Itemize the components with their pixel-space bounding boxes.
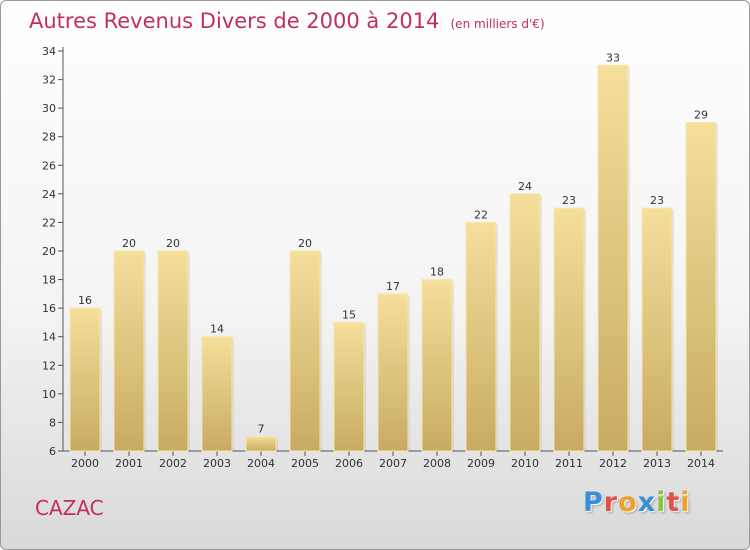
data-label: 29 — [694, 108, 708, 121]
x-tick-label: 2011 — [555, 457, 583, 470]
y-tick-label: 30 — [42, 102, 56, 115]
logo-letter: t — [666, 487, 681, 518]
bar-2013 — [641, 207, 673, 452]
y-tick-label: 24 — [42, 188, 56, 201]
x-tick-label: 2001 — [115, 457, 143, 470]
y-tick-label: 6 — [49, 445, 56, 458]
bar-2003 — [201, 336, 233, 452]
data-label: 20 — [298, 237, 312, 250]
data-label: 23 — [562, 194, 576, 207]
data-label: 14 — [210, 323, 224, 336]
data-label: 18 — [430, 266, 444, 279]
logo-letter: P — [583, 487, 604, 518]
y-tick-label: 28 — [42, 131, 56, 144]
logo-letter: o — [618, 487, 638, 518]
y-tick-label: 18 — [42, 274, 56, 287]
x-tick-label: 2010 — [511, 457, 539, 470]
bar-2004 — [245, 436, 277, 452]
data-label: 23 — [650, 194, 664, 207]
bar-2001 — [113, 250, 145, 452]
data-label: 16 — [78, 294, 92, 307]
data-label: 24 — [518, 180, 532, 193]
bar-2011 — [553, 207, 585, 452]
bar-2009 — [465, 221, 497, 452]
y-tick-label: 32 — [42, 74, 56, 87]
data-label: 15 — [342, 308, 356, 321]
x-tick-label: 2000 — [71, 457, 99, 470]
data-label: 7 — [258, 423, 265, 436]
x-tick-label: 2013 — [643, 457, 671, 470]
title-block: Autres Revenus Divers de 2000 à 2014 (en… — [29, 9, 545, 33]
y-tick-label: 10 — [42, 388, 56, 401]
x-tick-label: 2003 — [203, 457, 231, 470]
bar-2008 — [421, 279, 453, 452]
y-tick-label: 20 — [42, 245, 56, 258]
logo-letter: r — [603, 487, 619, 518]
bar-2012 — [597, 64, 629, 452]
bar-2006 — [333, 321, 365, 452]
x-tick-label: 2012 — [599, 457, 627, 470]
bar-2014 — [685, 121, 717, 452]
logo-letter: i — [680, 487, 691, 518]
proxiti-logo: Proxiti — [583, 487, 691, 518]
x-tick-label: 2008 — [423, 457, 451, 470]
y-tick-label: 26 — [42, 159, 56, 172]
bar-2007 — [377, 293, 409, 452]
chart-title: Autres Revenus Divers de 2000 à 2014 — [29, 9, 440, 33]
y-tick-label: 8 — [49, 416, 56, 429]
chart-unit: (en milliers d'€) — [450, 17, 545, 31]
data-label: 20 — [166, 237, 180, 250]
x-tick-label: 2009 — [467, 457, 495, 470]
bar-2000 — [69, 307, 101, 452]
x-tick-label: 2006 — [335, 457, 363, 470]
y-tick-label: 14 — [42, 331, 56, 344]
y-tick-label: 12 — [42, 359, 56, 372]
y-tick-label: 16 — [42, 302, 56, 315]
data-label: 22 — [474, 208, 488, 221]
y-tick-label: 22 — [42, 216, 56, 229]
place-name: CAZAC — [35, 496, 104, 520]
x-tick-label: 2004 — [247, 457, 275, 470]
data-label: 33 — [606, 51, 620, 64]
data-label: 17 — [386, 280, 400, 293]
logo-letter: i — [656, 487, 667, 518]
bar-2005 — [289, 250, 321, 452]
data-label: 20 — [122, 237, 136, 250]
x-tick-label: 2005 — [291, 457, 319, 470]
bar-2010 — [509, 193, 541, 452]
x-tick-label: 2002 — [159, 457, 187, 470]
x-tick-label: 2014 — [687, 457, 715, 470]
y-tick-label: 34 — [42, 45, 56, 58]
logo-letter: x — [637, 487, 657, 518]
x-tick-label: 2007 — [379, 457, 407, 470]
bar-2002 — [157, 250, 189, 452]
